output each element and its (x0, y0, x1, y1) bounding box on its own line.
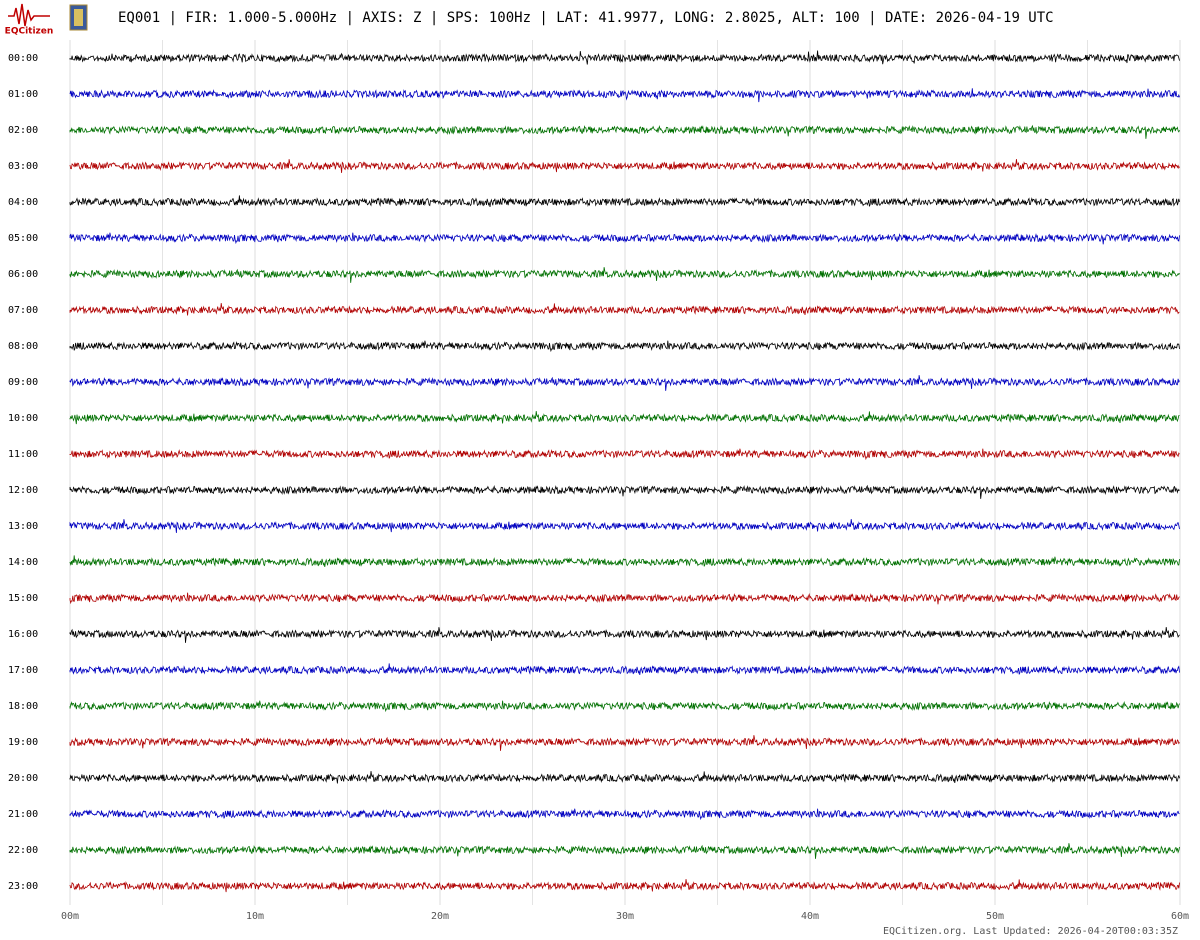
row-label: 14:00 (8, 557, 38, 568)
trace (69, 663, 1180, 675)
trace (69, 448, 1180, 461)
row-label: 22:00 (8, 845, 38, 856)
x-tick-label: 00m (61, 911, 79, 922)
trace (69, 555, 1180, 567)
x-tick-label: 20m (431, 911, 449, 922)
footer: EQCitizen.org. Last Updated: 2026-04-20T… (883, 926, 1178, 937)
trace (69, 843, 1180, 859)
trace (69, 124, 1180, 139)
trace (69, 735, 1180, 751)
row-label: 12:00 (8, 485, 38, 496)
row-label: 04:00 (8, 197, 38, 208)
row-label: 13:00 (8, 521, 38, 532)
row-label: 02:00 (8, 125, 38, 136)
trace (69, 879, 1180, 893)
trace (69, 592, 1180, 605)
row-label: 01:00 (8, 89, 38, 100)
trace (69, 303, 1180, 316)
row-label: 09:00 (8, 377, 38, 388)
row-label: 06:00 (8, 269, 38, 280)
trace (69, 700, 1180, 713)
x-tick-label: 30m (616, 911, 634, 922)
x-tick-label: 60m (1171, 911, 1189, 922)
trace (69, 519, 1180, 533)
title: EQ001 | FIR: 1.000-5.000Hz | AXIS: Z | S… (118, 10, 1054, 26)
trace (69, 232, 1180, 245)
row-label: 18:00 (8, 701, 38, 712)
trace (69, 195, 1180, 207)
trace (69, 484, 1180, 499)
logo-wave (8, 3, 50, 27)
x-tick-label: 10m (246, 911, 264, 922)
logo-text: EQCitizen (5, 27, 54, 37)
row-label: 05:00 (8, 233, 38, 244)
trace (69, 340, 1180, 353)
x-tick-label: 40m (801, 911, 819, 922)
row-label: 21:00 (8, 809, 38, 820)
chip-core (74, 9, 83, 26)
row-label: 23:00 (8, 881, 38, 892)
logo: EQCitizen (5, 3, 88, 37)
row-label: 20:00 (8, 773, 38, 784)
trace (69, 627, 1180, 643)
trace (69, 159, 1180, 173)
trace (69, 267, 1180, 283)
trace (69, 411, 1180, 425)
trace (69, 808, 1180, 821)
trace (69, 771, 1180, 784)
row-label: 19:00 (8, 737, 38, 748)
trace (69, 88, 1180, 103)
row-label: 10:00 (8, 413, 38, 424)
row-label: 08:00 (8, 341, 38, 352)
row-label: 11:00 (8, 449, 38, 460)
row-label: 16:00 (8, 629, 38, 640)
trace (69, 50, 1180, 65)
trace (69, 375, 1180, 391)
row-label: 15:00 (8, 593, 38, 604)
row-label: 03:00 (8, 161, 38, 172)
row-label: 07:00 (8, 305, 38, 316)
row-label: 17:00 (8, 665, 38, 676)
x-tick-label: 50m (986, 911, 1004, 922)
row-label: 00:00 (8, 53, 38, 64)
